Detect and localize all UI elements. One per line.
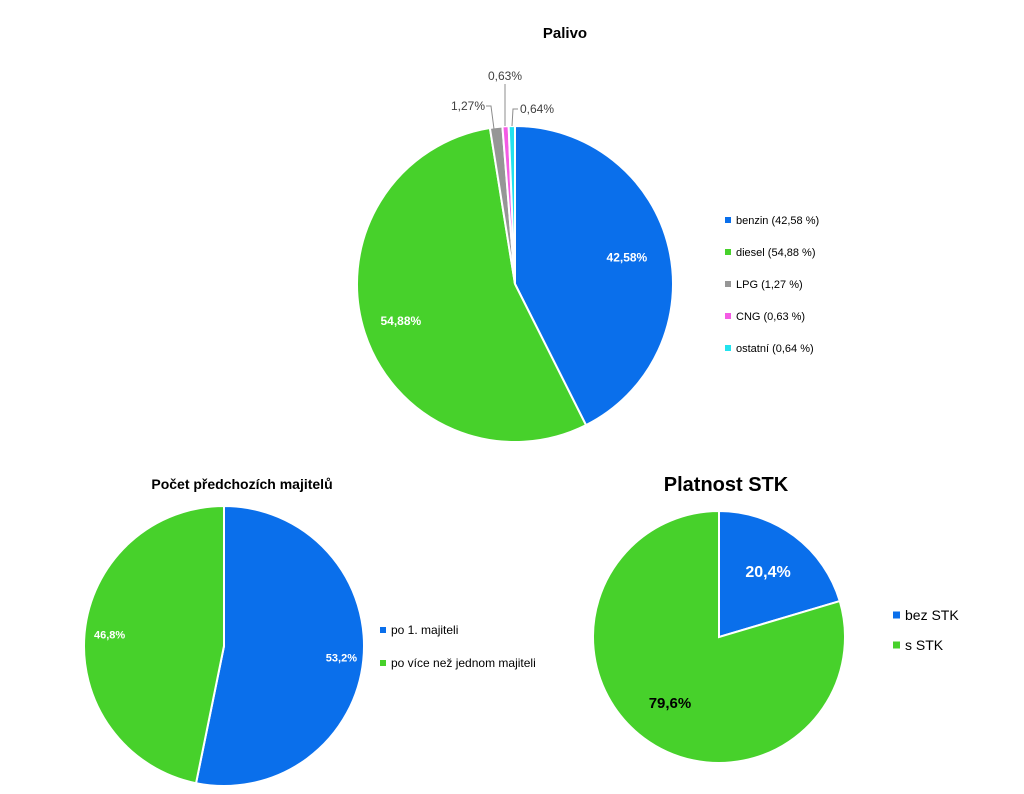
chart-palivo: Palivo 42,58% 54,88% 1,27% 0,63% 0,64% benzi… [356,25,819,443]
legend-label: bez STK [905,607,959,623]
chart-title: Počet předchozích majitelů [151,476,332,492]
legend-label: s STK [905,637,944,653]
pie-slice [356,126,588,443]
pie-slice [592,509,846,764]
legend-label: po 1. majiteli [391,623,458,637]
pie-slice [507,124,516,285]
legend-item: ostatní (0,64 %) [725,343,814,355]
data-label: 53,2% [326,653,357,665]
data-label: 54,88% [380,314,421,328]
legend-item: benzin (42,58 %) [725,215,819,227]
legend-item: po 1. majiteli [380,623,458,637]
data-label: 0,63% [488,69,522,83]
legend-label: diesel (54,88 %) [736,247,816,259]
legend: bez STK s STK [893,607,959,653]
legend-item: bez STK [893,607,959,623]
chart-pocet-majitelu: Počet předchozích majitelů 53,2% 46,8% po… [83,476,536,787]
data-label: 46,8% [94,629,125,641]
legend-swatch [725,345,731,351]
legend-item: s STK [893,637,944,653]
chart-title: Palivo [543,25,587,42]
data-label: 0,64% [520,102,554,116]
legend: po 1. majiteli po více než jednom majitel… [380,623,536,670]
legend-swatch [725,281,731,287]
pie [83,504,365,787]
legend-swatch [893,611,900,619]
legend-label: benzin (42,58 %) [736,215,819,227]
legend-label: po více než jednom majiteli [391,656,536,670]
data-labels: 42,58% 54,88% 1,27% 0,63% 0,64% [380,69,647,328]
legend-swatch [893,641,900,649]
legend-swatch [380,627,386,633]
legend-item: LPG (1,27 %) [725,279,803,291]
chart-title: Platnost STK [664,474,789,496]
leader-line [486,105,495,130]
pie-slice [194,504,365,787]
leader-line [511,108,518,127]
pie-slice [718,509,842,639]
legend-item: po více než jednom majiteli [380,656,536,670]
legend-label: LPG (1,27 %) [736,279,803,291]
legend-swatch [380,660,386,666]
legend-item: diesel (54,88 %) [725,247,816,259]
pie-slice [514,124,674,427]
chart-platnost-stk: Platnost STK 20,4% 79,6% bez STK s STK [592,474,959,764]
legend-label: CNG (0,63 %) [736,311,805,323]
legend: benzin (42,58 %) diesel (54,88 %) LPG (1,2… [725,215,819,355]
data-label: 20,4% [745,564,790,581]
legend-swatch [725,217,731,223]
data-labels: 53,2% 46,8% [94,629,357,664]
data-label: 79,6% [649,695,692,712]
legend-swatch [725,313,731,319]
pie [592,509,846,764]
data-label: 42,58% [607,251,648,265]
data-labels: 20,4% 79,6% [649,564,791,712]
legend-item: CNG (0,63 %) [725,311,805,323]
data-label: 1,27% [451,99,485,113]
pie-slice [83,504,225,785]
legend-swatch [725,249,731,255]
pie [356,124,674,443]
legend-label: ostatní (0,64 %) [736,343,814,355]
